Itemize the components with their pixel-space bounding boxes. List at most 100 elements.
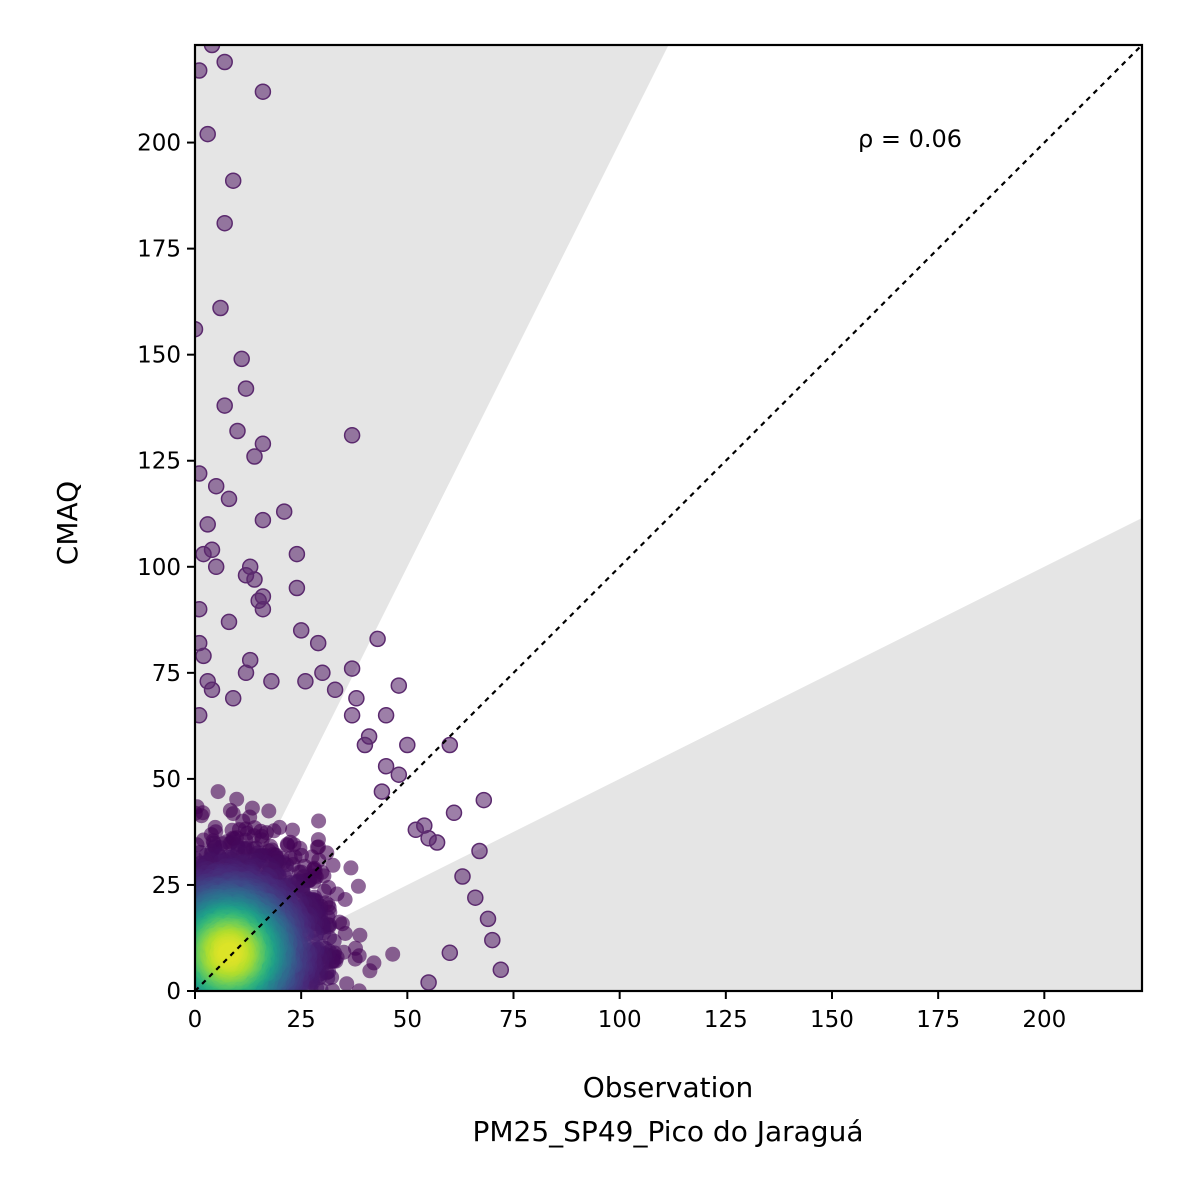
y-tick-label: 0 bbox=[166, 979, 181, 1005]
outlier-point bbox=[343, 707, 361, 724]
outlier-point bbox=[326, 681, 344, 699]
density-point bbox=[351, 983, 367, 991]
outlier-point bbox=[288, 545, 306, 563]
x-tick-label: 200 bbox=[1022, 1007, 1066, 1033]
outlier-point bbox=[390, 766, 408, 783]
plot-area bbox=[195, 45, 1142, 991]
outlier-point bbox=[356, 736, 374, 754]
density-point bbox=[362, 963, 378, 979]
x-axis-title: Observation bbox=[583, 1071, 754, 1104]
x-tick-label: 25 bbox=[287, 1007, 316, 1033]
density-point bbox=[285, 822, 300, 838]
outlier-point bbox=[314, 664, 331, 682]
outlier-point bbox=[195, 62, 208, 79]
x-tick-label: 175 bbox=[916, 1007, 960, 1033]
density-point bbox=[339, 976, 355, 991]
outlier-point bbox=[428, 834, 446, 851]
outlier-point bbox=[377, 757, 395, 775]
outlier-point bbox=[441, 944, 459, 962]
density-point bbox=[343, 860, 359, 876]
outlier-point bbox=[492, 961, 510, 979]
outlier-point bbox=[275, 503, 293, 520]
density-point bbox=[347, 951, 363, 967]
outlier-point bbox=[237, 380, 255, 397]
x-axis-subtitle: PM25_SP49_Pico do Jaraguá bbox=[472, 1115, 863, 1148]
outlier-point bbox=[220, 490, 238, 508]
y-axis-title: CMAQ bbox=[51, 481, 84, 565]
outlier-point bbox=[237, 664, 255, 682]
outlier-point bbox=[454, 868, 471, 885]
x-tick-label: 100 bbox=[598, 1007, 642, 1033]
outlier-point bbox=[479, 910, 497, 928]
density-point bbox=[195, 808, 209, 824]
outlier-point bbox=[224, 172, 242, 189]
outlier-point bbox=[343, 427, 361, 444]
outlier-point bbox=[407, 821, 425, 839]
outlier-point bbox=[390, 677, 408, 694]
outlier-point bbox=[199, 125, 216, 143]
y-tick-label: 125 bbox=[137, 449, 181, 475]
outlier-point bbox=[195, 600, 208, 618]
outlier-point bbox=[297, 673, 314, 690]
outlier-point bbox=[420, 974, 437, 991]
outlier-point bbox=[309, 634, 327, 652]
outlier-point bbox=[254, 83, 272, 100]
y-tick-label: 175 bbox=[137, 237, 181, 263]
outlier-point bbox=[475, 791, 493, 809]
density-point bbox=[311, 813, 327, 829]
outlier-point bbox=[377, 707, 395, 724]
density-point bbox=[385, 946, 401, 962]
outlier-point bbox=[207, 558, 225, 576]
outlier-point bbox=[233, 350, 250, 368]
x-axis: 0 25 50 75 100 125 150 175 200 bbox=[188, 991, 1066, 1033]
correlation-annotation: ρ = 0.06 bbox=[858, 125, 962, 153]
outlier-point bbox=[195, 707, 208, 724]
y-tick-label: 100 bbox=[137, 555, 181, 581]
density-point bbox=[352, 927, 368, 943]
outlier-point bbox=[445, 804, 463, 822]
density-point bbox=[210, 784, 226, 800]
outlier-point bbox=[229, 422, 246, 440]
outlier-point bbox=[399, 736, 416, 754]
x-tick-label: 0 bbox=[188, 1007, 203, 1033]
outlier-point bbox=[195, 647, 212, 665]
outlier-point bbox=[348, 690, 365, 707]
outlier-point bbox=[216, 397, 233, 414]
x-tick-label: 50 bbox=[393, 1007, 422, 1033]
outlier-point bbox=[254, 435, 272, 453]
y-tick-label: 50 bbox=[152, 767, 181, 793]
outlier-point bbox=[203, 45, 221, 54]
outlier-point bbox=[467, 889, 484, 906]
plot-frame bbox=[193, 43, 1144, 993]
shaded-region-upper bbox=[195, 45, 669, 991]
outlier-point bbox=[246, 571, 263, 588]
outlier-point bbox=[441, 736, 459, 754]
identity-line bbox=[195, 45, 1142, 991]
y-axis: 0 25 50 75 100 125 150 175 200 bbox=[137, 131, 195, 1005]
outlier-point bbox=[373, 783, 391, 800]
x-tick-label: 125 bbox=[704, 1007, 748, 1033]
outlier-point bbox=[246, 448, 263, 465]
outlier-point bbox=[369, 630, 386, 648]
outlier-points bbox=[195, 45, 510, 991]
density-point bbox=[350, 878, 366, 894]
y-tick-label: 75 bbox=[152, 661, 181, 687]
x-tick-label: 75 bbox=[499, 1007, 528, 1033]
outlier-point bbox=[195, 545, 212, 563]
density-point bbox=[222, 946, 238, 962]
outlier-point bbox=[471, 842, 488, 860]
density-point bbox=[325, 857, 341, 873]
density-point bbox=[348, 940, 363, 956]
shaded-region-lower bbox=[195, 518, 1142, 991]
outlier-point bbox=[254, 600, 272, 618]
outlier-point bbox=[207, 477, 225, 495]
outlier-point bbox=[288, 579, 306, 597]
y-tick-label: 25 bbox=[152, 873, 181, 899]
density-point bbox=[261, 803, 277, 819]
density-point-cloud bbox=[195, 784, 401, 991]
outlier-point bbox=[216, 214, 233, 232]
outlier-point bbox=[195, 465, 208, 482]
outlier-point bbox=[216, 53, 233, 71]
y-tick-label: 200 bbox=[137, 131, 181, 157]
